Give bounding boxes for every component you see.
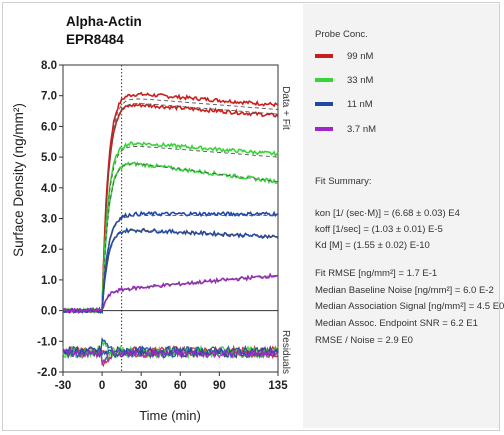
fit-curve [101,98,279,311]
legend-swatch-99nm [315,54,333,58]
x-tick-label: 135 [268,380,288,392]
info-panel [303,4,499,428]
y-tick-label: -1.0 [37,336,57,348]
residual-trace [62,347,279,367]
legend-swatch-11nm [315,102,333,106]
fit-rmse: Fit RMSE [ng/mm²] = 1.7 E-1 [315,268,438,279]
legend-item-3-7nm: 3.7 nM [315,122,376,136]
x-tick-label: 60 [174,380,187,392]
fit-kon: kon [1/ (sec·M)] = (6.68 ± 0.03) E4 [315,208,460,219]
fit-curve [101,229,279,311]
panel-label-top: Data + Fit [280,86,291,130]
y-tick-label: 5.0 [41,152,57,164]
fit-curve [101,103,279,311]
fit-kd: Kd [M] = (1.55 ± 0.02) E-10 [315,240,430,251]
y-tick-label: -2.0 [37,367,57,379]
chart-subtitle: EPR8484 [66,32,124,47]
fit-curve [101,214,278,311]
y-tick-label: 7.0 [41,91,57,103]
legend-label: 33 nM [347,74,374,86]
fit-endpoint-snr: Median Assoc. Endpoint SNR = 6.2 E1 [315,318,478,329]
residual-trace [62,347,279,360]
y-tick-label: 4.0 [41,183,57,195]
x-tick-label: 90 [213,380,226,392]
plot-frame [62,64,279,373]
legend-label: 99 nM [347,50,374,62]
fit-rmse-noise: RMSE / Noise = 2.9 E0 [315,335,413,346]
y-tick-label: 1.0 [41,275,57,287]
fit-baseline-noise: Median Baseline Noise [ng/mm²] = 6.0 E-2 [315,285,494,296]
legend-item-11nm: 11 nM [315,97,373,111]
x-tick-label: 30 [135,380,148,392]
y-tick-label: 0.0 [41,306,57,318]
y-tick-label: 8.0 [41,60,57,72]
fit-summary-title: Fit Summary: [315,176,372,187]
panel-label-bottom: Residuals [280,330,291,374]
x-tick-label: -30 [55,380,72,392]
x-tick-label: 0 [99,380,105,392]
legend-item-33nm: 33 nM [315,73,373,87]
fit-koff: koff [1/sec] = (1.03 ± 0.01) E-5 [315,224,443,235]
plot-area: 8.0 7.0 6.0 5.0 4.0 3.0 2.0 1.0 0.0 -1.0 -2.0-30 0 3… [37,60,288,392]
legend-item-99nm: 99 nM [315,49,373,63]
y-tick-label: 6.0 [41,121,57,133]
figure-frame [2,2,500,431]
legend-label: 3.7 nM [347,123,377,135]
fit-association-signal: Median Association Signal [ng/mm²] = 4.5… [315,301,504,312]
y-tick-label: 3.0 [41,214,57,226]
x-axis-label: Time (min) [139,408,201,423]
fit-curve [101,163,279,311]
legend-swatch-33nm [315,78,333,82]
legend-label: 11 nM [347,98,373,110]
legend-title: Probe Conc. [315,29,368,40]
fit-curve [101,274,279,311]
legend-swatch-3-7nm [315,127,333,131]
y-axis-label: Surface Density (ng/mm²) [11,103,26,257]
fit-curve [101,146,279,311]
y-tick-label: 2.0 [41,244,57,256]
chart-title: Alpha-Actin [66,14,142,29]
